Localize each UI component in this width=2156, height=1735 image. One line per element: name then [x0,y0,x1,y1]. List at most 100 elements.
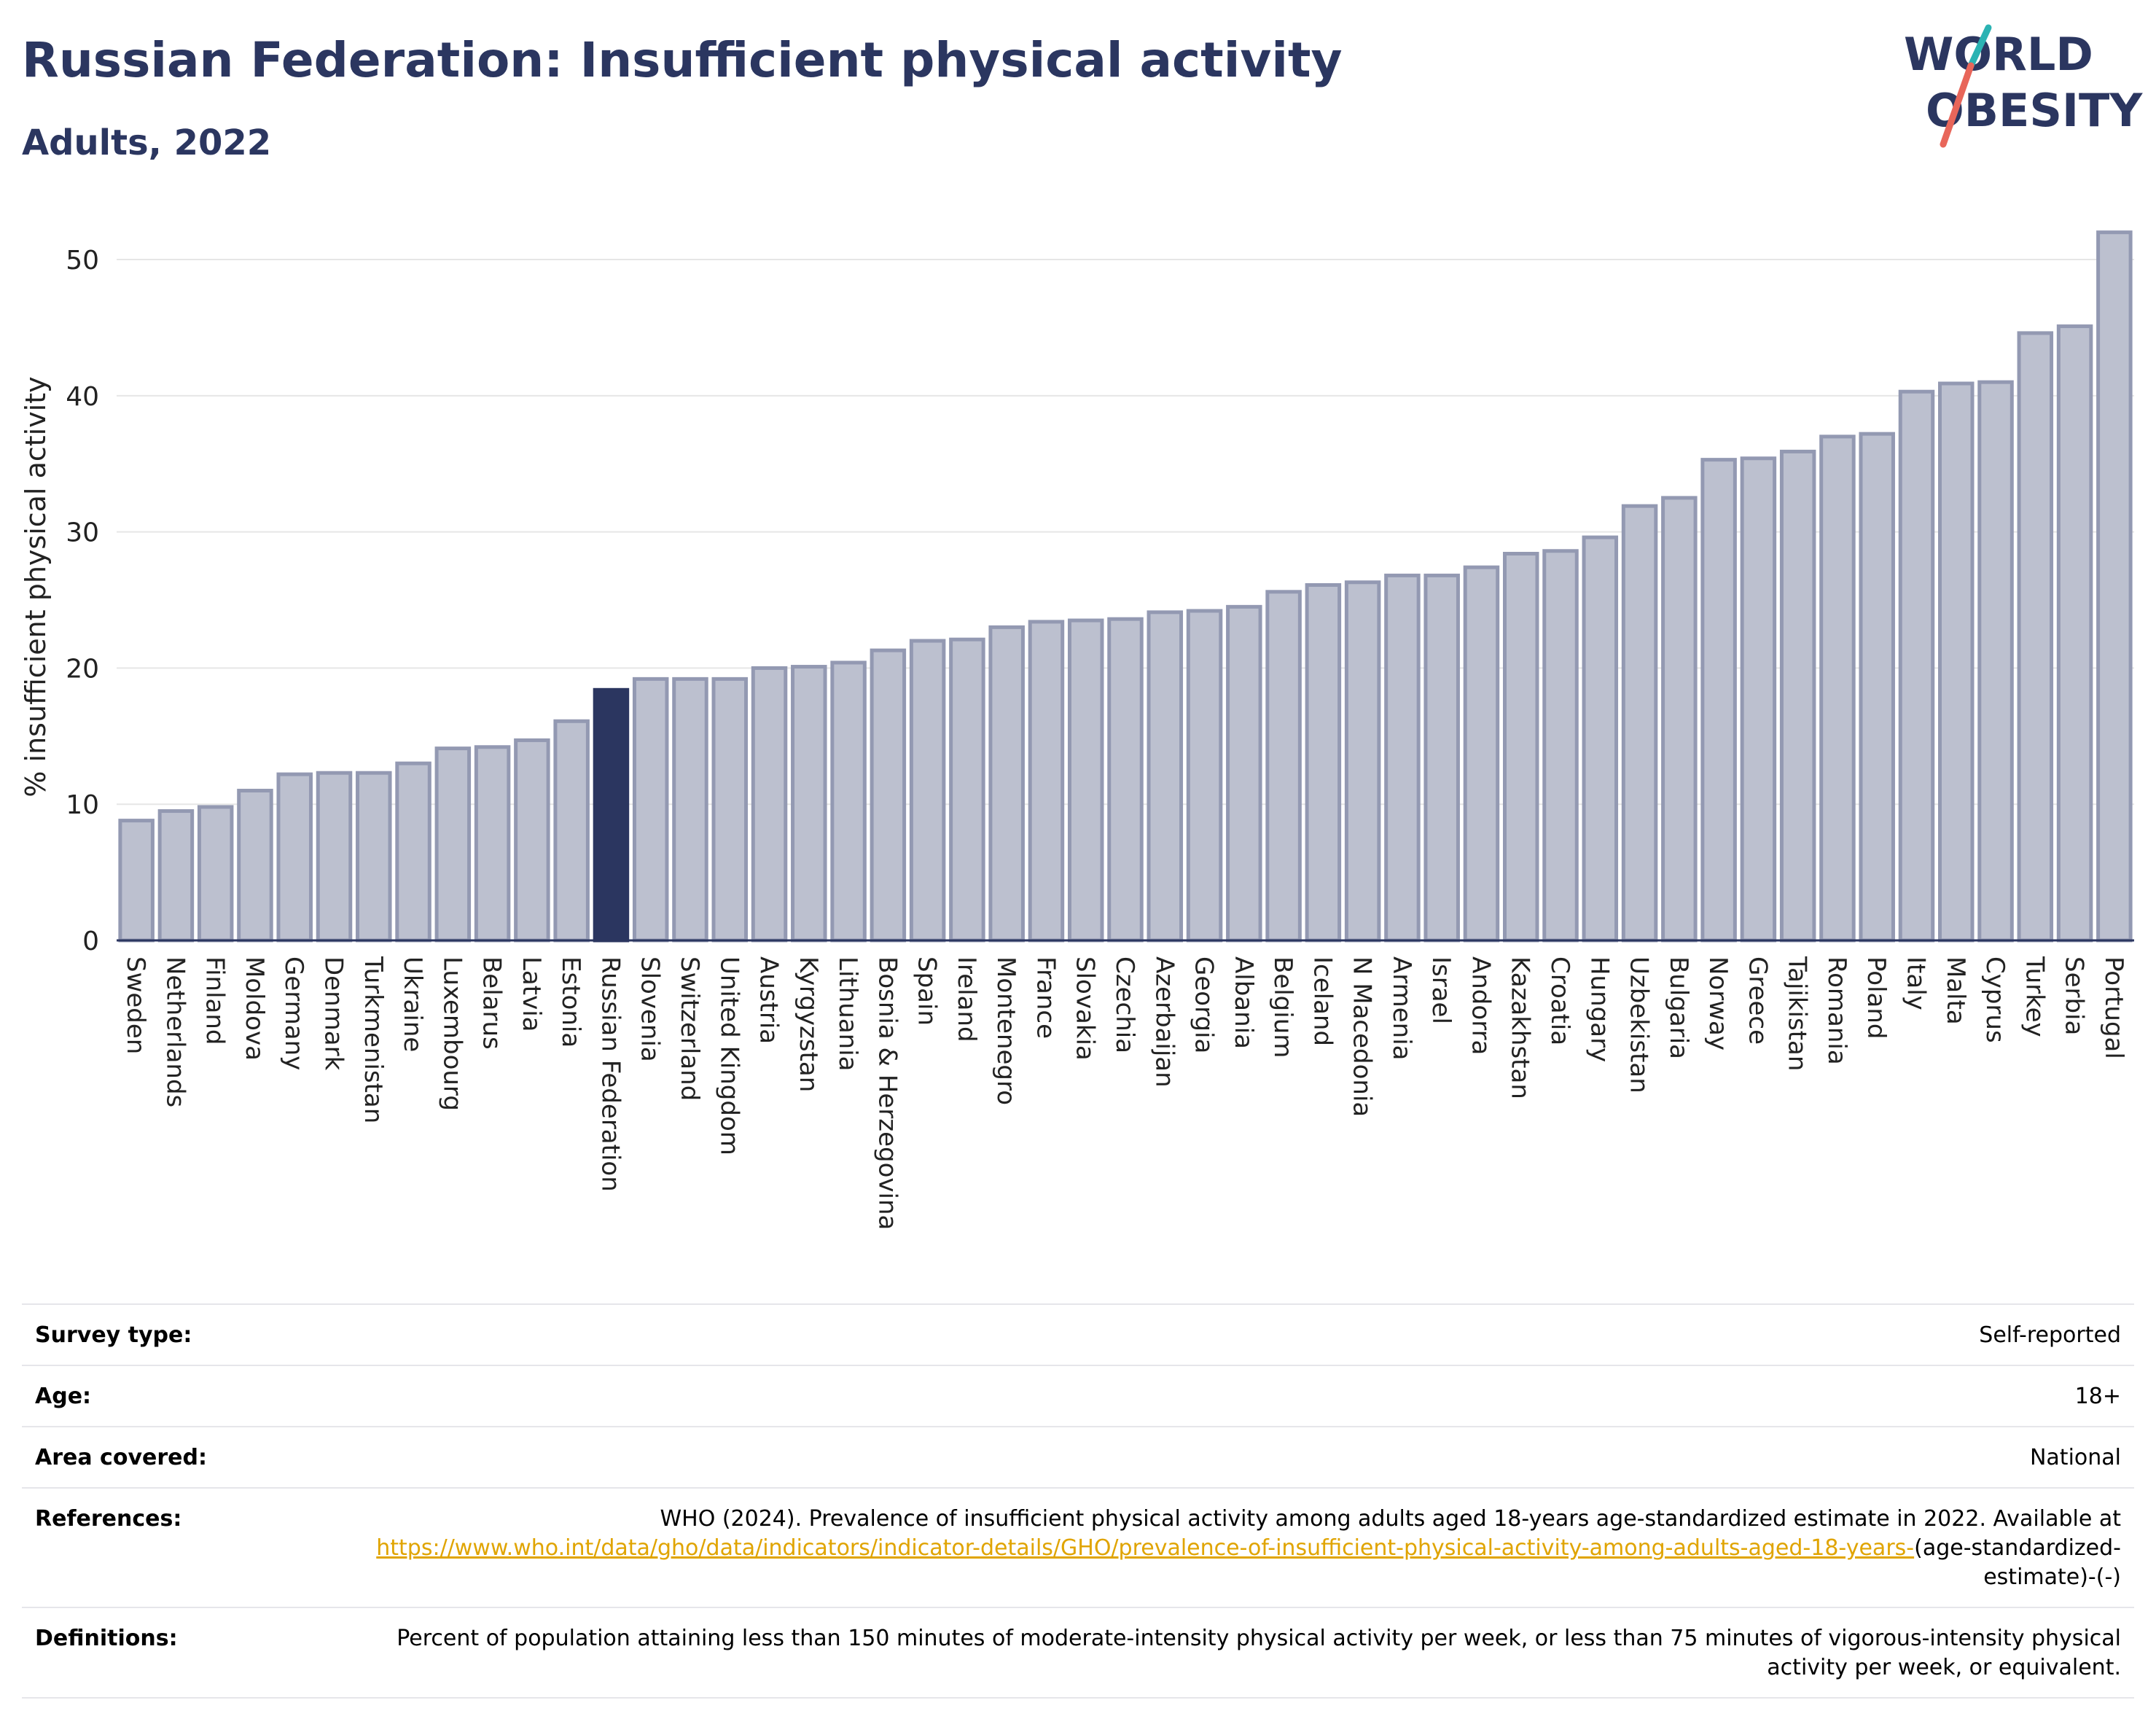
bar-bosnia-herzegovina [870,648,907,943]
x-tick-label: Spain [913,956,942,1026]
x-tick-label: Tajikistan [1783,956,1812,1071]
bar-netherlands [157,809,195,943]
bar-portugal [2096,230,2133,943]
x-tick-label: Netherlands [160,956,190,1107]
x-tick-label: Ukraine [398,956,427,1052]
bar-belgium [1265,590,1302,943]
y-tick-label: 30 [66,518,99,548]
meta-row-definitions: Definitions: Percent of population attai… [22,1607,2134,1699]
survey-type-value: Self-reported [1979,1322,2121,1348]
x-tick-label: Malta [1941,956,1970,1025]
x-tick-label: Hungary [1585,956,1614,1062]
bar-kyrgyzstan [791,665,827,943]
bar-turkey [2017,331,2054,943]
x-tick-label: Lithuania [833,956,862,1071]
bar-n-macedonia [1344,580,1381,943]
bar-switzerland [672,677,708,943]
bar-austria [751,666,788,943]
bar-romania [1819,434,1856,943]
x-tick-label: Croatia [1545,956,1574,1045]
bar-kazakhstan [1502,552,1539,943]
x-axis-labels: Sweden Netherlands Finland Moldova Germany De… [121,956,2128,1230]
bar-chart: 0 10 20 30 40 50 % insufficient physical acti… [20,230,2134,1230]
bar-israel [1423,573,1460,943]
bar-sweden [118,819,155,943]
x-tick-label: Poland [1862,956,1891,1040]
x-tick-label: Armenia [1387,956,1416,1061]
bar-slovakia [1067,618,1104,943]
y-tick-label: 50 [66,246,99,276]
x-tick-label: Switzerland [675,956,704,1101]
bar-ukraine [395,761,431,943]
x-tick-label: N Macedonia [1348,956,1377,1117]
x-tick-label: Iceland [1308,956,1337,1046]
y-axis-ticks: 0 10 20 30 40 50 [66,246,99,956]
bar-lithuania [830,660,867,943]
x-tick-label: Russian Federation [595,956,625,1192]
x-tick-label: Israel [1426,956,1456,1024]
x-tick-label: Albania [1229,956,1258,1049]
x-tick-label: Turkmenistan [359,956,388,1123]
x-tick-label: Italy [1901,956,1930,1010]
x-tick-label: Luxembourg [437,956,466,1111]
bar-iceland [1305,582,1342,943]
bar-italy [1898,389,1935,943]
bar-georgia [1186,609,1223,943]
bar-moldova [237,789,273,943]
bar-albania [1226,604,1262,943]
bar-russian-federation [593,687,630,943]
x-tick-label: Sweden [121,956,150,1054]
bar-latvia [514,738,550,943]
bar-norway [1700,458,1737,943]
definitions-value: Percent of population attaining less tha… [397,1626,2121,1680]
bar-luxembourg [434,746,472,943]
x-tick-label: Cyprus [1980,956,2009,1043]
bar-slovenia [632,677,669,943]
meta-row-survey-type: Survey type: Self-reported [22,1303,2134,1365]
x-tick-label: Montenegro [991,956,1020,1105]
references-value: WHO (2024). Prevalence of insufficient p… [341,1505,2121,1592]
x-tick-label: Austria [754,956,784,1044]
x-tick-label: Bosnia & Herzegovina [872,956,902,1230]
x-tick-label: Denmark [319,956,348,1071]
meta-row-area: Area covered: National [22,1426,2134,1487]
bar-spain [909,639,946,943]
references-link[interactable]: https://www.who.int/data/gho/data/indica… [376,1535,1915,1561]
bar-greece [1740,456,1777,943]
x-tick-label: Uzbekistan [1625,956,1654,1093]
y-axis-label: % insufficient physical activity [20,376,52,797]
bar-turkmenistan [356,771,392,943]
age-value: 18+ [2074,1384,2121,1409]
metadata-table: Survey type: Self-reported Age: 18+ Area… [22,1303,2134,1699]
chart-title: Russian Federation: Insufficient physica… [22,32,1343,88]
references-text: WHO (2024). Prevalence of insufficient p… [660,1506,2121,1532]
meta-row-references: References: WHO (2024). Prevalence of in… [22,1487,2134,1607]
y-tick-label: 20 [66,654,99,684]
y-tick-label: 10 [66,790,99,820]
bar-bulgaria [1661,496,1698,943]
logo-text-world: WORLD [1904,28,2093,81]
bars [118,230,2133,943]
x-tick-label: Estonia [556,956,585,1048]
x-tick-label: Portugal [2099,956,2128,1059]
bar-armenia [1384,573,1421,943]
x-tick-label: Serbia [2060,956,2089,1035]
x-tick-label: Belarus [477,956,507,1050]
bar-germany [276,772,313,943]
bar-poland [1859,432,1895,943]
x-tick-label: Georgia [1190,956,1219,1053]
x-tick-label: Germany [279,956,308,1070]
bar-cyprus [1977,380,2014,943]
bar-estonia [553,719,590,943]
references-suffix: (age-standardized-estimate)-(-) [1914,1535,2121,1590]
x-tick-label: Ireland [952,956,981,1042]
definitions-label: Definitions: [35,1626,178,1651]
survey-type-label: Survey type: [35,1322,192,1348]
x-tick-label: Bulgaria [1664,956,1693,1059]
x-tick-label: Finland [200,956,230,1045]
bar-hungary [1582,535,1619,943]
x-tick-label: Kazakhstan [1506,956,1535,1099]
x-tick-label: Greece [1743,956,1772,1045]
bar-andorra [1463,565,1500,943]
x-tick-label: Turkey [2020,956,2049,1037]
